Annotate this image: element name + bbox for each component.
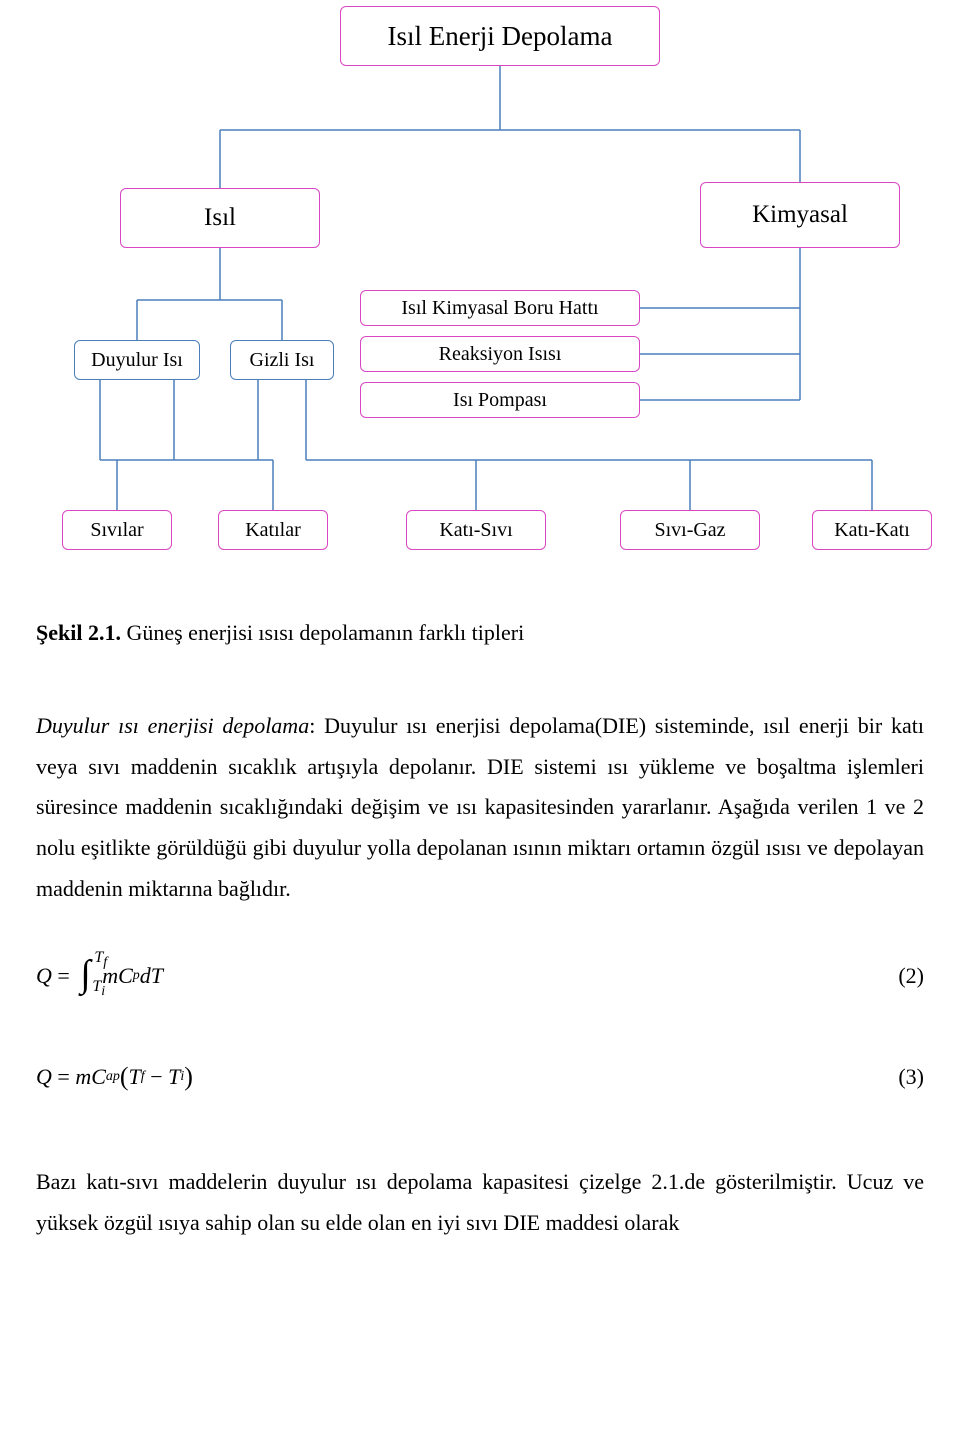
equation-3-number: (3) <box>898 1064 924 1090</box>
equation-2-expression: Q = ∫ Tf Ti mCpdT <box>36 959 163 992</box>
equation-2: Q = ∫ Tf Ti mCpdT (2) <box>36 959 924 992</box>
node-isil: Isıl <box>120 188 320 248</box>
equation-3: Q = mCap(Tf − Ti) (3) <box>36 1062 924 1092</box>
equation-3-expression: Q = mCap(Tf − Ti) <box>36 1062 193 1092</box>
caption-title: Güneş enerjisi ısısı depolamanın farklı … <box>121 620 524 645</box>
node-sivilar: Sıvılar <box>62 510 172 550</box>
node-kati-sivi: Katı-Sıvı <box>406 510 546 550</box>
para1-italic-lead: Duyulur ısı enerjisi depolama <box>36 713 309 738</box>
node-pompa: Isı Pompası <box>360 382 640 418</box>
equation-2-number: (2) <box>898 963 924 989</box>
paragraph-1: Duyulur ısı enerjisi depolama: Duyulur ı… <box>36 706 924 909</box>
caption-number: Şekil 2.1. <box>36 620 121 645</box>
node-sivi-gaz: Sıvı-Gaz <box>620 510 760 550</box>
paragraph-2: Bazı katı-sıvı maddelerin duyulur ısı de… <box>36 1162 924 1243</box>
node-katilar: Katılar <box>218 510 328 550</box>
connector-lines <box>0 0 960 570</box>
node-kimyasal: Kimyasal <box>700 182 900 248</box>
node-boru-hatti: Isıl Kimyasal Boru Hattı <box>360 290 640 326</box>
node-duyulur-isi: Duyulur Isı <box>74 340 200 380</box>
hierarchy-diagram: Isıl Enerji Depolama Isıl Kimyasal Isıl … <box>0 0 960 570</box>
figure-caption: Şekil 2.1. Güneş enerjisi ısısı depolama… <box>36 620 924 646</box>
node-gizli-isi: Gizli Isı <box>230 340 334 380</box>
node-reaksiyon: Reaksiyon Isısı <box>360 336 640 372</box>
node-kati-kati: Katı-Katı <box>812 510 932 550</box>
text-content: Şekil 2.1. Güneş enerjisi ısısı depolama… <box>0 620 960 1244</box>
node-root: Isıl Enerji Depolama <box>340 6 660 66</box>
para1-body: : Duyulur ısı enerjisi depolama(DIE) sis… <box>36 713 924 901</box>
